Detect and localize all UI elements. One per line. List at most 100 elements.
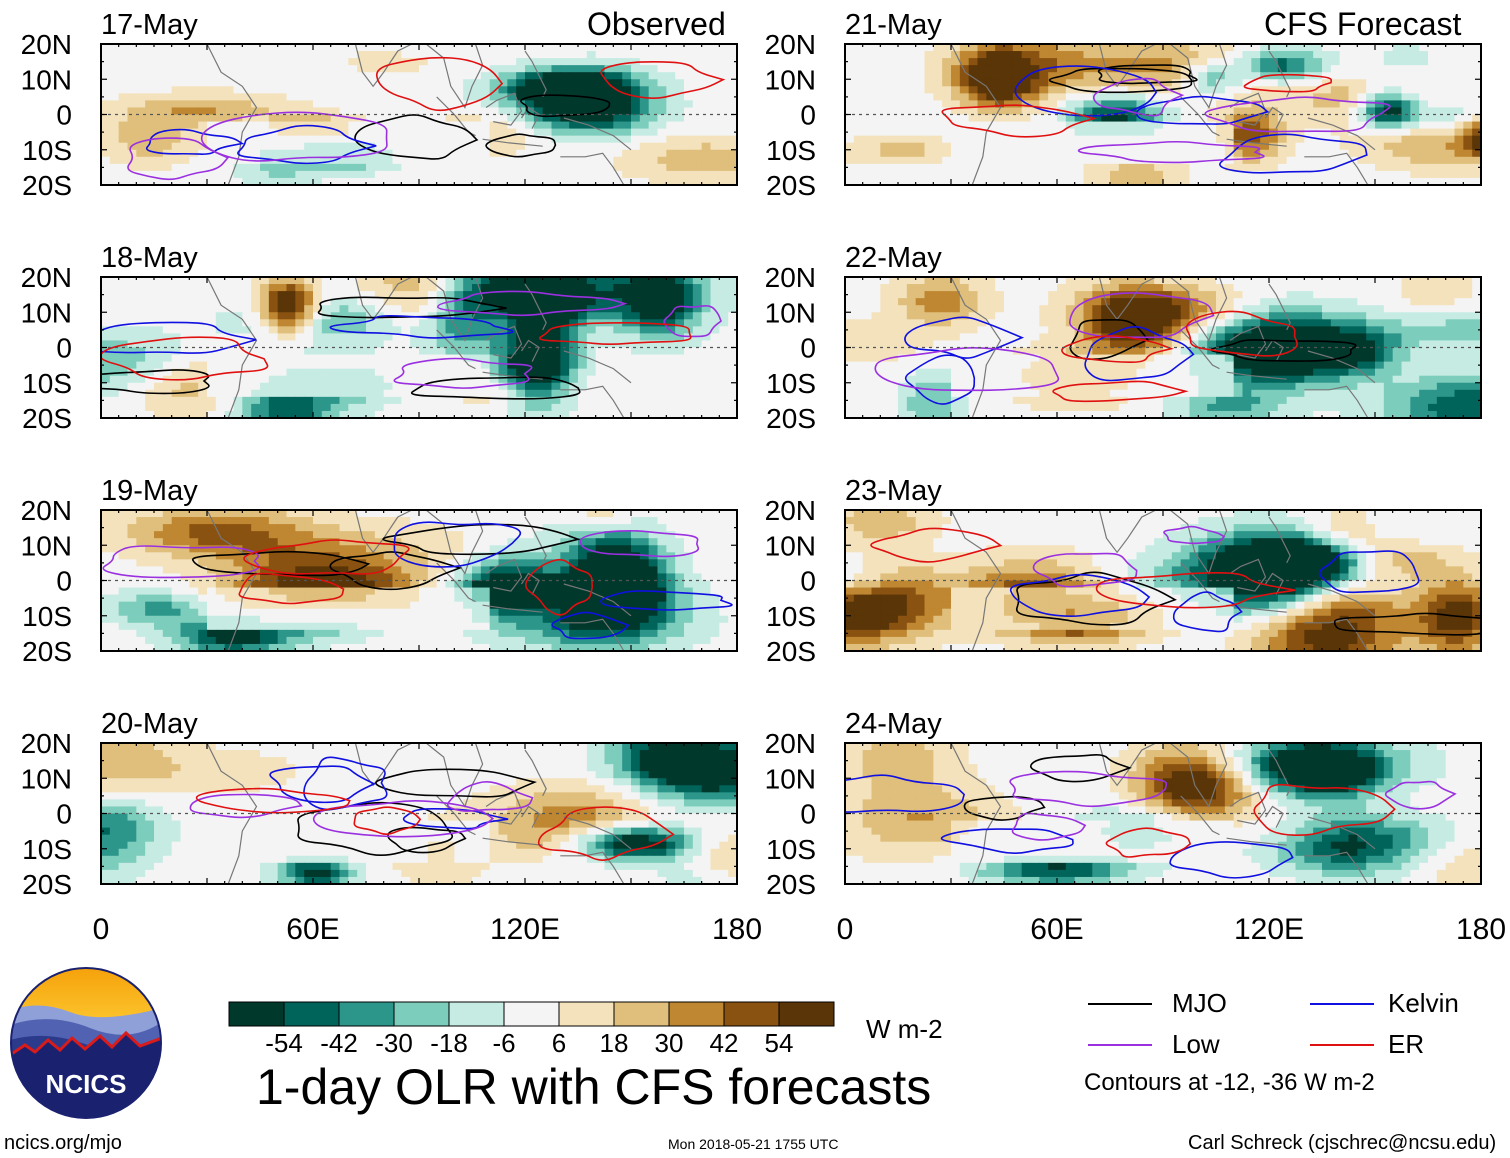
- lat-tick-label: 10N: [765, 297, 816, 328]
- contour-kelvin: [1135, 95, 1270, 125]
- lat-tick-label: 20S: [22, 403, 72, 434]
- contour-kelvin: [600, 590, 733, 611]
- colorbar-tick-label: 18: [599, 1028, 629, 1058]
- colorbar-swatch: [668, 1001, 725, 1027]
- wave-contours: [127, 56, 726, 181]
- lat-tick-label: 10S: [766, 601, 816, 632]
- lat-tick-label: 20N: [21, 495, 72, 526]
- coastlines: [206, 743, 632, 884]
- contour-low: [189, 793, 303, 819]
- contour-kelvin: [237, 124, 377, 165]
- contour-mjo: [101, 369, 210, 395]
- panel-date-label: 22-May: [845, 242, 942, 274]
- legend-label-low: Low: [1172, 1029, 1220, 1059]
- lat-tick-label: 10S: [22, 368, 72, 399]
- contour-er: [524, 558, 594, 616]
- contour-kelvin: [551, 611, 630, 640]
- contour-mjo: [329, 551, 463, 591]
- colorbar-tick-label: -18: [430, 1028, 468, 1058]
- contour-low: [437, 290, 628, 317]
- forecast-header: CFS Forecast: [1264, 6, 1462, 42]
- contour-mjo: [1333, 612, 1481, 636]
- wave-contours: [189, 756, 675, 861]
- contour-kelvin: [904, 316, 1025, 359]
- lon-tick-label: 120E: [490, 913, 560, 946]
- contour-kelvin: [1219, 133, 1368, 174]
- legend-line-kelvin: [1310, 1003, 1374, 1005]
- contour-er: [941, 104, 1098, 138]
- panel-22-May: 22-May 20N 10N 0 10S 20S: [765, 242, 1482, 434]
- contour-low: [1011, 812, 1087, 841]
- lat-tick-label: 10N: [21, 297, 72, 328]
- contour-low: [200, 111, 388, 162]
- panel-ticks: [100, 509, 738, 652]
- contour-kelvin: [1318, 550, 1420, 594]
- contour-kelvin: [1084, 326, 1195, 382]
- lat-tick-label: 20N: [765, 495, 816, 526]
- contour-kelvin: [1009, 573, 1151, 617]
- contour-mjo: [1015, 571, 1177, 626]
- lat-tick-label: 20N: [765, 728, 816, 759]
- ncics-logo: NCICS: [10, 967, 162, 1119]
- contour-low: [446, 781, 534, 812]
- contour-low: [1068, 292, 1215, 339]
- lat-tick-label: 0: [800, 333, 816, 364]
- colorbar-tick-label: -42: [320, 1028, 358, 1058]
- legend-label-kelvin: Kelvin: [1388, 988, 1459, 1018]
- lat-tick-label: 0: [56, 799, 72, 830]
- colorbar-tick-label: 30: [654, 1028, 684, 1058]
- lat-tick-label: 10N: [765, 530, 816, 561]
- contour-er: [1243, 73, 1332, 93]
- wave-contours: [845, 754, 1457, 879]
- contour-er: [870, 527, 1003, 563]
- colorbar-swatch: [283, 1001, 340, 1027]
- coastlines: [950, 743, 1376, 884]
- wave-contours: [101, 290, 722, 400]
- contour-mjo: [520, 94, 611, 118]
- contour-er: [600, 61, 726, 99]
- panel-21-May: 21-May 20N 10N 0 10S 20S: [765, 9, 1482, 201]
- legend-label-mjo: MJO: [1172, 988, 1227, 1018]
- colorbar-swatch: [778, 1001, 835, 1027]
- contour-low: [127, 137, 230, 181]
- panel-24-May: 24-May 20N 10N 0 10S 20S 0 60E 120E 180: [765, 708, 1506, 946]
- contour-mjo: [485, 133, 557, 158]
- colorbar-tick-label: 6: [551, 1028, 567, 1058]
- contour-note: Contours at -12, -36 W m-2: [1084, 1069, 1375, 1096]
- coastlines: [206, 277, 632, 418]
- contour-low: [1077, 140, 1265, 164]
- olr-field: [101, 44, 737, 185]
- lat-tick-label: 20N: [765, 262, 816, 293]
- panel-date-label: 18-May: [101, 242, 198, 274]
- colorbar-tick-label: -6: [492, 1028, 516, 1058]
- contour-low: [393, 357, 533, 389]
- panel-date-label: 23-May: [845, 475, 942, 507]
- colorbar-swatch: [393, 1001, 450, 1027]
- lat-tick-label: 20S: [766, 636, 816, 667]
- lat-tick-label: 20S: [766, 403, 816, 434]
- contour-low: [1204, 96, 1391, 133]
- lon-tick-label: 180: [1456, 913, 1506, 946]
- contour-kelvin: [1169, 841, 1294, 879]
- contour-er: [353, 806, 422, 835]
- contour-low: [1163, 525, 1226, 545]
- panel-date-label: 21-May: [845, 9, 942, 41]
- contour-er: [1095, 571, 1296, 609]
- contour-kelvin: [145, 128, 245, 155]
- lat-tick-label: 20N: [21, 262, 72, 293]
- contour-kelvin: [269, 765, 376, 804]
- panel-date-label: 20-May: [101, 708, 198, 740]
- panel-ticks: [844, 43, 1482, 186]
- lat-tick-label: 10N: [21, 763, 72, 794]
- lat-tick-label: 20N: [21, 29, 72, 60]
- panel-ticks: [844, 742, 1482, 885]
- contour-mjo: [1048, 67, 1193, 94]
- panel-23-May: 23-May 20N 10N 0 10S 20S: [765, 475, 1482, 667]
- colorbar-swatch: [338, 1001, 395, 1027]
- lat-tick-label: 10N: [21, 64, 72, 95]
- contour-mjo: [354, 114, 479, 160]
- panel-date-label: 19-May: [101, 475, 198, 507]
- contour-mjo: [1030, 754, 1132, 783]
- lon-tick-label: 120E: [1234, 913, 1304, 946]
